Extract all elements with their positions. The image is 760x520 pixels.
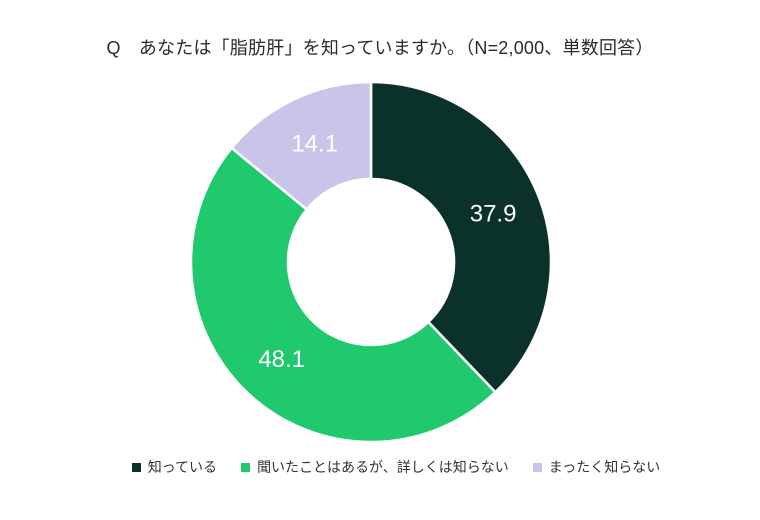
- legend-item-unknown: まったく知らない: [532, 457, 661, 477]
- segment-value-label-2: 14.1: [291, 131, 338, 158]
- legend-label-unknown: まったく知らない: [548, 459, 661, 475]
- chart-legend: 知っている 聞いたことはあるが、詳しくは知らない まったく知らない: [16, 457, 760, 477]
- legend-label-heard-of: 聞いたことはあるが、詳しくは知らない: [257, 459, 509, 475]
- segment-value-label-1: 48.1: [258, 346, 305, 373]
- legend-item-knows: 知っている: [131, 457, 218, 477]
- donut-segment-0: [369, 80, 553, 394]
- donut-segment-1: [189, 146, 497, 444]
- segment-value-label-0: 37.9: [470, 201, 517, 228]
- chart-title: Q あなたは「脂肪肝」を知っていますか。（N=2,000、単数回答）: [106, 38, 654, 58]
- donut-segment-2: [230, 80, 373, 211]
- donut-value-labels: 37.9 48.1 14.1: [258, 131, 516, 373]
- legend-marker-unknown: [532, 462, 542, 472]
- donut-segments: [189, 80, 553, 444]
- legend-label-knows: 知っている: [147, 459, 218, 475]
- legend-marker-heard-of: [241, 462, 251, 472]
- legend-marker-knows: [131, 462, 141, 472]
- legend-item-heard-of: 聞いたことはあるが、詳しくは知らない: [241, 457, 509, 477]
